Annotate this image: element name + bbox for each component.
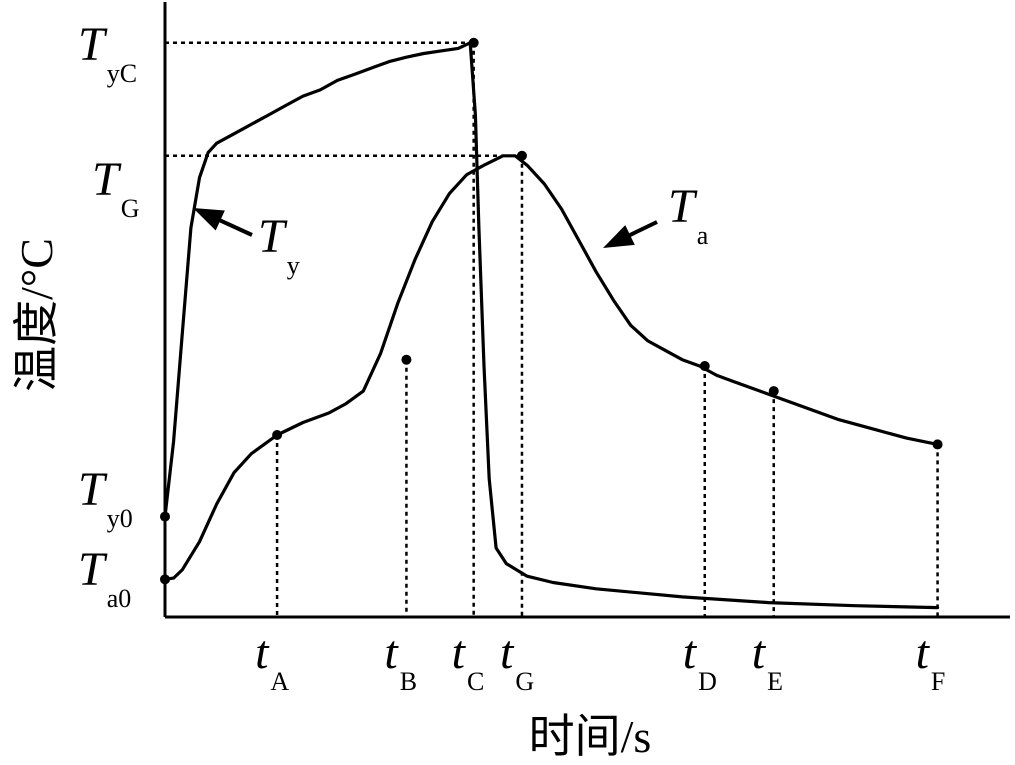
y-tick-label-ta0-sub: a0 [107,584,132,613]
annotation-ta-arrow-head [603,225,635,248]
annotation-ta-label: Ta [668,180,709,250]
x-tick-label-tg: tG [500,626,534,696]
x-tick-label-td-main: t [683,626,698,679]
series-line-ty [163,41,940,610]
x-tick-label-tb-sub: B [400,667,417,696]
point-c [468,37,479,48]
point-g [516,150,527,161]
annotation-ta-label-main: T [668,180,698,233]
x-tick-label-td-sub: D [698,667,717,696]
annotation-ta-label-sub: a [697,221,709,250]
x-tick-label-ta-sub: A [270,667,289,696]
y-tick-label-tg-main: T [92,153,122,206]
y-tick-label-ta0: Ta0 [78,543,131,613]
x-tick-label-tg-main: t [500,626,515,679]
y-tick-label-tg: TG [92,153,139,223]
x-tick-label-tf-main: t [916,626,931,679]
point-f [932,439,943,450]
x-tick-label-tc-main: t [452,626,467,679]
x-tick-label-tb: tB [384,626,417,696]
annotation-ty-arrow-head [193,208,225,231]
x-tick-label-ta-main: t [255,626,270,679]
x-tick-label-tc-sub: C [467,667,484,696]
y-tick-label-ty0: Ty0 [78,463,133,533]
guide-lines-layer [165,41,939,617]
annotation-ty-label-main: T [258,210,288,263]
annotation-ty-label: Ty [258,210,300,280]
x-tick-label-te-main: t [752,626,767,679]
y-tick-label-tyc: TyC [78,18,137,88]
y-axis-title: 温度/°C [11,238,62,392]
x-axis-title: 时间/s [529,711,652,762]
point-d [699,360,710,371]
x-tick-label-tg-sub: G [515,667,534,696]
x-tick-label-tc: tC [452,626,485,696]
x-tick-label-te-sub: E [767,667,783,696]
annotation-ty-label-sub: y [287,251,300,280]
x-tick-label-te: tE [752,626,783,696]
y-tick-label-tyc-sub: yC [107,59,137,88]
point-e [768,386,779,397]
y-tick-label-ta0-main: T [78,543,108,596]
axes-layer [163,2,1010,619]
y-tick-label-tg-sub: G [121,194,140,223]
point-b [401,354,412,365]
x-tick-label-tf-sub: F [931,667,945,696]
series-line-ta [163,154,940,581]
y-tick-label-tyc-main: T [78,18,108,71]
y-tick-label-ty0-main: T [78,463,108,516]
point-a [272,430,283,441]
x-tick-label-td: tD [683,626,717,696]
series-layer [163,41,940,610]
y-tick-label-ty0-sub: y0 [107,504,133,533]
x-tick-label-ta: tA [255,626,289,696]
x-tick-label-tb-main: t [384,626,399,679]
x-tick-label-tf: tF [916,626,946,696]
